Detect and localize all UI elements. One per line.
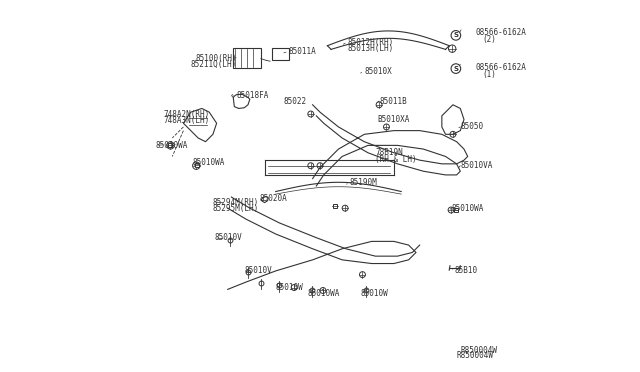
Text: 85190M: 85190M — [349, 178, 378, 187]
Text: 748A3N(LH): 748A3N(LH) — [163, 116, 209, 125]
Text: S: S — [453, 65, 458, 71]
Text: 85211Q(LH): 85211Q(LH) — [191, 60, 237, 70]
Text: B5010XA: B5010XA — [377, 115, 410, 124]
Text: 85010W: 85010W — [276, 283, 303, 292]
Text: 85B10: 85B10 — [455, 266, 478, 275]
Text: 85018FA: 85018FA — [237, 91, 269, 100]
Polygon shape — [184, 109, 216, 142]
Text: 85010V: 85010V — [215, 233, 243, 242]
Text: R850004W: R850004W — [456, 350, 493, 359]
Text: (2): (2) — [483, 35, 497, 44]
Text: 78B19N: 78B19N — [376, 148, 403, 157]
Text: 85013H(LH): 85013H(LH) — [348, 44, 394, 53]
Text: (1): (1) — [483, 70, 497, 79]
FancyBboxPatch shape — [233, 48, 261, 68]
Text: 85010X: 85010X — [364, 67, 392, 76]
Text: 85010V: 85010V — [244, 266, 272, 275]
Text: 85294M(RH): 85294M(RH) — [213, 198, 259, 207]
Text: 85010WA: 85010WA — [307, 289, 339, 298]
Text: 85050: 85050 — [460, 122, 483, 131]
Text: R850004W: R850004W — [460, 346, 497, 355]
Text: (RH & LH): (RH & LH) — [376, 154, 417, 164]
Polygon shape — [261, 196, 268, 203]
Polygon shape — [233, 94, 250, 109]
Text: 85010VA: 85010VA — [460, 161, 493, 170]
Text: 85010WA: 85010WA — [451, 203, 483, 213]
Text: 85012H(RH): 85012H(RH) — [348, 38, 394, 46]
Text: 85011A: 85011A — [289, 47, 316, 56]
Text: 85010WA: 85010WA — [193, 157, 225, 167]
Text: 85011B: 85011B — [379, 97, 407, 106]
Text: 85010WA: 85010WA — [156, 141, 188, 150]
Polygon shape — [442, 105, 464, 134]
FancyBboxPatch shape — [272, 48, 289, 61]
Text: 85010W: 85010W — [360, 289, 388, 298]
Text: 748A2N(RH): 748A2N(RH) — [163, 109, 209, 119]
Text: 85022: 85022 — [283, 97, 306, 106]
Text: 85020A: 85020A — [259, 195, 287, 203]
Text: 85100(RH): 85100(RH) — [195, 54, 237, 63]
Text: S: S — [453, 32, 458, 38]
Text: 85295M(LH): 85295M(LH) — [213, 204, 259, 214]
Text: 08566-6162A: 08566-6162A — [475, 28, 526, 37]
Text: 08566-6162A: 08566-6162A — [475, 63, 526, 72]
